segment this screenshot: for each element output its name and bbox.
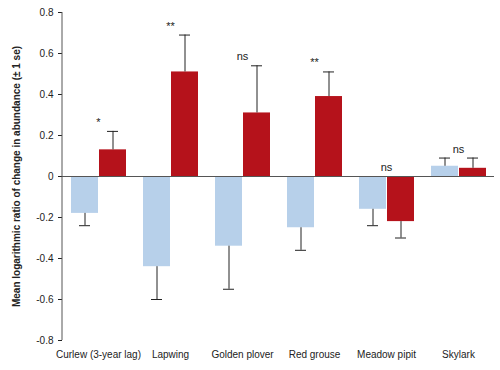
svg-text:Skylark: Skylark <box>442 349 476 360</box>
svg-text:Golden plover: Golden plover <box>211 349 274 360</box>
svg-text:Meadow pipit: Meadow pipit <box>357 349 416 360</box>
svg-text:-0.4: -0.4 <box>36 253 54 264</box>
svg-text:ns: ns <box>381 161 393 173</box>
svg-text:**: ** <box>310 56 319 68</box>
svg-text:**: ** <box>166 20 175 32</box>
svg-text:ns: ns <box>237 50 249 62</box>
svg-text:0.8: 0.8 <box>40 7 54 18</box>
svg-text:-0.6: -0.6 <box>36 294 54 305</box>
svg-text:Red grouse: Red grouse <box>289 349 341 360</box>
svg-text:Mean logarithmic ratio of chan: Mean logarithmic ratio of change in abun… <box>11 46 22 307</box>
svg-text:Curlew (3-year lag): Curlew (3-year lag) <box>56 349 141 360</box>
svg-text:0.6: 0.6 <box>40 48 54 59</box>
svg-text:-0.2: -0.2 <box>36 212 54 223</box>
svg-text:-0.8: -0.8 <box>36 335 54 346</box>
svg-text:ns: ns <box>453 143 465 155</box>
svg-text:0: 0 <box>48 171 54 182</box>
svg-text:0.4: 0.4 <box>40 89 54 100</box>
svg-text:Lapwing: Lapwing <box>152 349 189 360</box>
svg-text:*: * <box>96 116 101 128</box>
svg-text:0.2: 0.2 <box>40 130 54 141</box>
